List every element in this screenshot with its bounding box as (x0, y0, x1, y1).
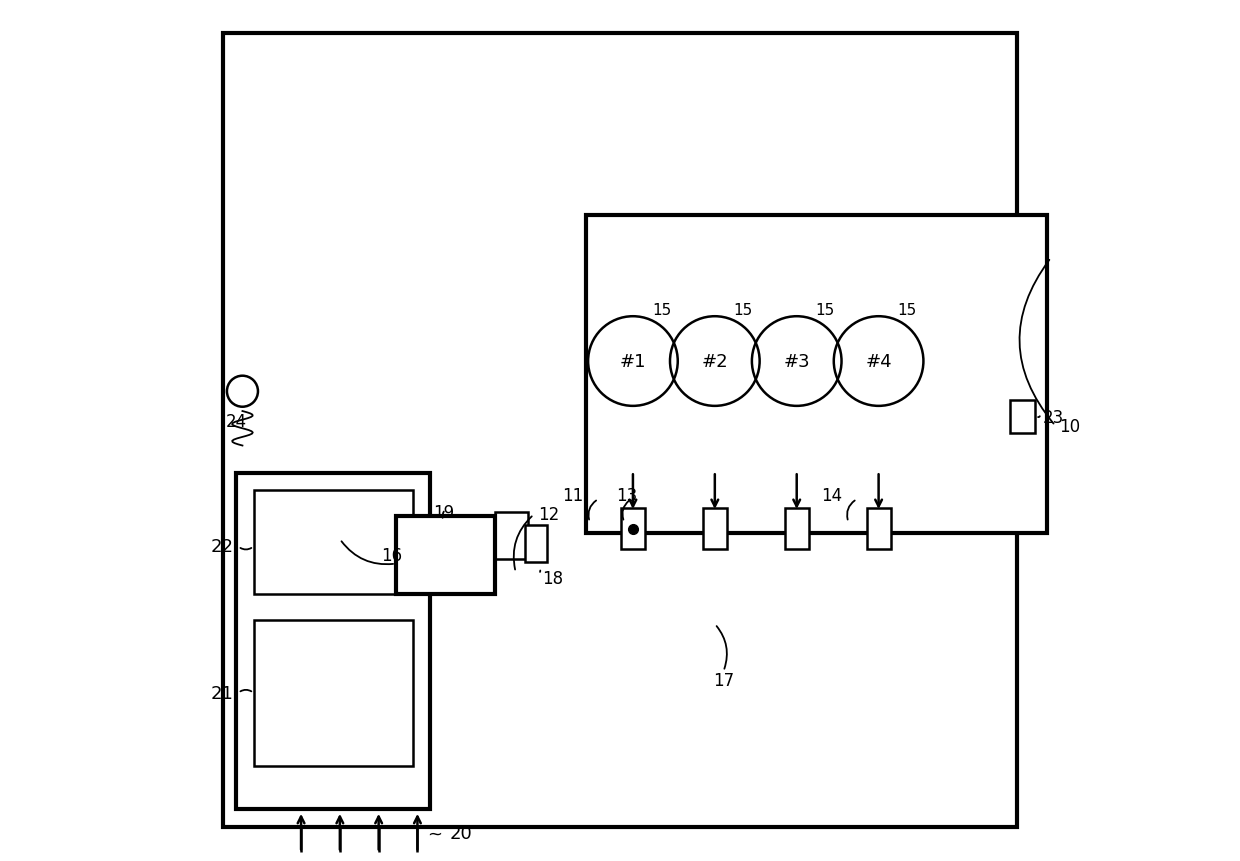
Text: 23: 23 (1043, 409, 1064, 426)
Text: 12: 12 (538, 506, 559, 523)
Bar (585, 215, 1047, 534)
Bar (1009, 400, 1035, 433)
Text: 15: 15 (816, 302, 835, 318)
Text: 15: 15 (734, 302, 753, 318)
Text: 14: 14 (821, 486, 842, 504)
Bar (785, 508, 808, 549)
Text: 11: 11 (562, 486, 583, 504)
Text: 17: 17 (713, 672, 734, 689)
Text: 18: 18 (542, 570, 563, 587)
Text: 24: 24 (226, 413, 247, 430)
Bar (495, 512, 528, 560)
Text: 15: 15 (898, 302, 916, 318)
Text: #2: #2 (702, 353, 728, 370)
Bar (254, 491, 413, 594)
Text: 20: 20 (449, 825, 472, 842)
Bar (703, 508, 727, 549)
Text: 19: 19 (433, 504, 454, 521)
Text: #4: #4 (866, 353, 892, 370)
Text: 15: 15 (652, 302, 671, 318)
Text: #3: #3 (784, 353, 810, 370)
Text: 10: 10 (1060, 418, 1081, 435)
Text: 22: 22 (211, 538, 234, 555)
Text: 21: 21 (211, 684, 234, 702)
Text: ~: ~ (427, 825, 443, 842)
Text: 16: 16 (381, 547, 402, 564)
Bar (254, 620, 413, 766)
Bar (621, 508, 645, 549)
Bar (867, 508, 890, 549)
Text: 13: 13 (616, 486, 637, 504)
Bar (237, 474, 430, 809)
Text: #1: #1 (620, 353, 646, 370)
Bar (526, 525, 547, 562)
Bar (396, 517, 495, 594)
